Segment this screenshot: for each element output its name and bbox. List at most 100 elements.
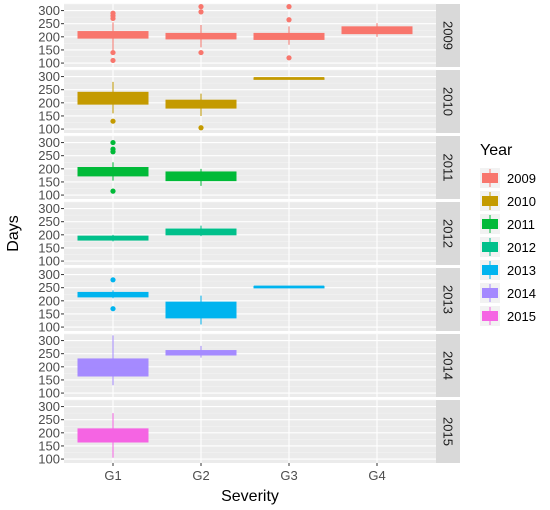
y-tick-label: 150 <box>38 306 60 321</box>
y-tick-label: 250 <box>38 280 60 295</box>
outlier-point <box>110 188 116 194</box>
box-2009-G3 <box>253 4 325 61</box>
y-tick-label: 300 <box>38 267 60 282</box>
box-2009-G4 <box>341 23 413 37</box>
box-2010-G1 <box>77 81 149 124</box>
legend-label: 2011 <box>507 217 535 232</box>
y-tick-label: 100 <box>38 452 60 467</box>
legend-label: 2012 <box>507 240 536 255</box>
outlier-point <box>110 57 116 64</box>
y-axis-title: Days <box>5 215 22 251</box>
y-tick-label: 300 <box>38 333 60 348</box>
y-tick-label: 150 <box>38 372 60 387</box>
y-tick-label: 300 <box>38 399 60 414</box>
y-tick-label: 150 <box>38 240 60 255</box>
facet-strip-label: 2012 <box>441 219 456 248</box>
box-2012-G2 <box>165 225 237 237</box>
legend-label: 2010 <box>507 194 536 209</box>
box-2010-G3 <box>253 77 325 80</box>
box-2012-G1 <box>77 234 149 242</box>
outlier-point <box>110 277 116 283</box>
legend-item-2012: 2012 <box>480 237 536 257</box>
y-tick-label: 100 <box>38 56 60 71</box>
outlier-point <box>198 125 204 131</box>
box-iqr <box>165 301 237 319</box>
box-2013-G2 <box>165 295 237 325</box>
x-tick-label: G4 <box>368 468 385 483</box>
y-tick-label: 200 <box>38 95 60 110</box>
y-tick-label: 100 <box>38 386 60 401</box>
legend-item-2009: 2009 <box>480 168 536 188</box>
legend-key-box <box>482 196 498 206</box>
legend-item-2011: 2011 <box>480 214 535 234</box>
y-tick-label: 200 <box>38 161 60 176</box>
x-axis-title: Severity <box>221 488 279 505</box>
y-tick-label: 200 <box>38 227 60 242</box>
facet-strip-label: 2015 <box>441 417 456 446</box>
box-iqr <box>341 26 413 35</box>
facet-strip <box>436 268 460 331</box>
y-tick-label: 300 <box>38 3 60 18</box>
y-tick-label: 250 <box>38 16 60 31</box>
legend-title: Year <box>480 142 513 159</box>
legend-key-box <box>482 288 498 298</box>
facet-strip-label: 2009 <box>441 21 456 50</box>
facet-strip <box>436 4 460 67</box>
y-tick-label: 250 <box>38 82 60 97</box>
x-tick-label: G1 <box>104 468 121 483</box>
legend-label: 2015 <box>507 309 536 324</box>
legend-key-box <box>482 242 498 252</box>
legend-key-box <box>482 173 498 183</box>
legend: Year 2009 2010 2011 2012 2013 2014 2015 <box>480 142 536 326</box>
legend-label: 2009 <box>507 171 536 186</box>
facet-strip-label: 2014 <box>441 351 456 380</box>
outlier-point <box>198 9 204 15</box>
box-2014-G2 <box>165 345 237 358</box>
y-tick-label: 300 <box>38 135 60 150</box>
outlier-point <box>198 4 204 10</box>
y-tick-label: 100 <box>38 254 60 269</box>
facet-strip <box>436 70 460 133</box>
facet-strip-label: 2010 <box>441 87 456 116</box>
facet-strip-label: 2011 <box>441 154 456 182</box>
box-2010-G2 <box>165 93 237 131</box>
legend-item-2010: 2010 <box>480 191 536 211</box>
outlier-point <box>286 17 292 23</box>
y-tick-label: 250 <box>38 214 60 229</box>
y-tick-label: 100 <box>38 320 60 335</box>
y-tick-label: 250 <box>38 412 60 427</box>
panel-background <box>64 268 436 331</box>
facet-strip <box>436 334 460 397</box>
y-tick-label: 200 <box>38 425 60 440</box>
y-tick-label: 100 <box>38 188 60 203</box>
y-tick-label: 150 <box>38 174 60 189</box>
box-2015-G1 <box>77 413 149 458</box>
y-tick-label: 150 <box>38 438 60 453</box>
facet-strip <box>436 136 460 199</box>
y-tick-label: 300 <box>38 69 60 84</box>
outlier-point <box>198 49 204 56</box>
outlier-point <box>110 149 116 155</box>
facet-strip <box>436 202 460 265</box>
y-tick-label: 300 <box>38 201 60 216</box>
y-tick-label: 100 <box>38 122 60 137</box>
y-tick-label: 150 <box>38 108 60 123</box>
box-2009-G2 <box>165 4 237 56</box>
facet-strip-label: 2013 <box>441 285 456 314</box>
legend-key-box <box>482 265 498 275</box>
legend-label: 2014 <box>507 286 536 301</box>
facet-strip <box>436 400 460 463</box>
legend-key-box <box>482 219 498 229</box>
outlier-point <box>110 15 116 22</box>
y-tick-label: 250 <box>38 148 60 163</box>
x-tick-label: G2 <box>192 468 209 483</box>
legend-item-2013: 2013 <box>480 260 536 280</box>
y-tick-label: 150 <box>38 42 60 57</box>
